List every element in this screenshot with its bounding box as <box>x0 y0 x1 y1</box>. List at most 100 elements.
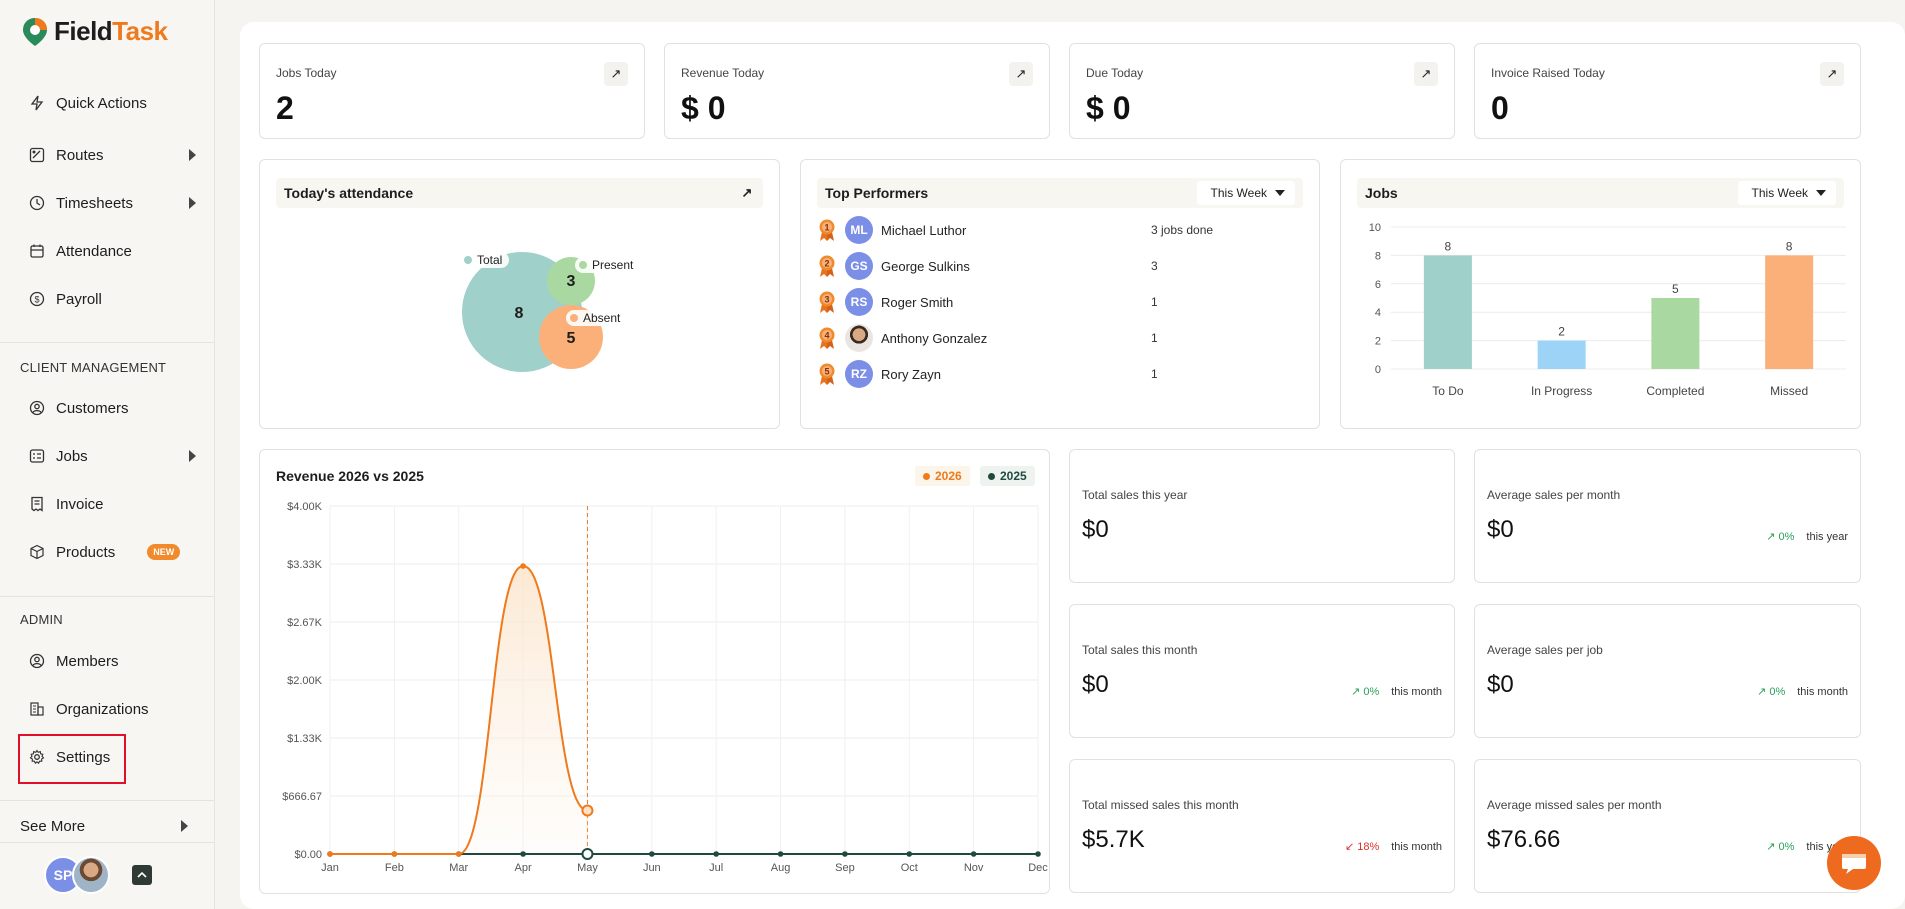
avatar: ML <box>845 216 873 244</box>
dropdown-value: This Week <box>1210 186 1267 200</box>
svg-text:5: 5 <box>824 366 829 376</box>
caret-right-icon <box>189 197 196 209</box>
sidebar-item-timesheets[interactable]: Timesheets <box>28 191 196 215</box>
sidebar-item-attendance[interactable]: Attendance <box>28 239 196 263</box>
y-tick-label: 6 <box>1375 279 1381 291</box>
stat-value: $0 <box>1487 516 1514 543</box>
point-2026 <box>391 851 398 857</box>
stat-value: $0 <box>1082 516 1109 543</box>
sidebar-item-label: Attendance <box>56 242 132 260</box>
range-dropdown[interactable]: This Week <box>1196 181 1295 205</box>
performer-jobs: 1 <box>1151 367 1158 381</box>
divider <box>0 800 214 801</box>
see-more-button[interactable]: See More <box>20 818 188 835</box>
logo[interactable]: FieldTask <box>22 16 168 47</box>
performer-row[interactable]: 3 RS Roger Smith 1 <box>817 288 1297 316</box>
sidebar-item-customers[interactable]: Customers <box>28 396 196 420</box>
trend-period: this month <box>1797 685 1848 698</box>
kpi-value: $ 0 <box>1086 90 1131 126</box>
sidebar-item-organizations[interactable]: Organizations <box>28 697 196 721</box>
sidebar-item-quick-actions[interactable]: Quick Actions <box>28 91 196 115</box>
legend-2025[interactable]: 2025 <box>980 466 1035 486</box>
legend-2026[interactable]: 2026 <box>915 466 970 486</box>
range-dropdown[interactable]: This Week <box>1737 181 1836 205</box>
absent-value: 5 <box>567 330 576 347</box>
expand-button[interactable] <box>132 865 152 885</box>
attendance-panel: Today's attendance ↗ 8 3 5 Total Present… <box>259 159 780 429</box>
y-tick-label: 8 <box>1375 250 1381 262</box>
arrow-up-right-icon: ↗ <box>741 185 753 200</box>
sidebar-item-payroll[interactable]: $ Payroll <box>28 287 196 311</box>
kpi-card-due-today[interactable]: Due Today $ 0 ↗ <box>1069 43 1455 139</box>
caret-right-icon <box>189 450 196 462</box>
stat-card-avg-sales-job: Average sales per job $0 ↗ 0% this month <box>1474 604 1861 738</box>
open-arrow-button[interactable]: ↗ <box>1820 62 1844 86</box>
user-circle-icon <box>28 652 46 670</box>
chevron-down-icon <box>1275 190 1285 196</box>
y-tick-label: $1.33K <box>287 733 323 745</box>
y-tick-label: $666.67 <box>282 791 322 803</box>
trend-up: ↗ 0% <box>1351 686 1380 698</box>
chat-button[interactable] <box>1827 836 1881 890</box>
x-tick-label: Feb <box>385 862 404 874</box>
stat-trend: ↗ 0% this year <box>1766 530 1848 544</box>
legend-dot <box>923 472 930 480</box>
medal-icon: 1 <box>817 218 837 242</box>
open-arrow-button[interactable]: ↗ <box>604 62 628 86</box>
x-tick-label: May <box>577 862 598 874</box>
sidebar-item-settings[interactable]: Settings <box>28 745 196 769</box>
sidebar-item-label: Timesheets <box>56 194 133 212</box>
panel-header: Top Performers This Week <box>817 178 1303 208</box>
sidebar-item-jobs[interactable]: Jobs <box>28 444 196 468</box>
open-arrow-button[interactable]: ↗ <box>735 181 759 205</box>
performer-name: Michael Luthor <box>881 222 967 238</box>
stat-title: Average sales per job <box>1487 643 1603 657</box>
performer-name: George Sulkins <box>881 258 970 274</box>
trend-down: ↙ 18% <box>1344 841 1380 853</box>
bar-value-label: 8 <box>1445 239 1452 253</box>
trend-up: ↗ 0% <box>1766 531 1795 543</box>
kpi-card-invoice-raised[interactable]: Invoice Raised Today 0 ↗ <box>1474 43 1861 139</box>
absent-label: Absent <box>583 311 621 325</box>
svg-text:1: 1 <box>824 222 829 232</box>
performer-row[interactable]: 1 ML Michael Luthor 3 jobs done <box>817 216 1297 244</box>
performer-jobs: 3 <box>1151 259 1158 273</box>
lightning-icon <box>28 94 46 112</box>
calendar-icon <box>28 242 46 260</box>
jobs-bar-chart: 0 2 4 6 8 10 8 To Do 2 In Progress 5 Completed 8 Miss… <box>1369 222 1846 398</box>
sidebar-item-invoice[interactable]: Invoice <box>28 492 196 516</box>
divider <box>0 596 214 597</box>
point-2025 <box>906 851 913 857</box>
stat-title: Average missed sales per month <box>1487 798 1662 812</box>
chevron-down-icon <box>1816 190 1826 196</box>
kpi-card-jobs-today[interactable]: Jobs Today 2 ↗ <box>259 43 645 139</box>
x-tick-label: Aug <box>771 862 791 874</box>
performer-jobs: 3 jobs done <box>1151 223 1214 237</box>
avatar: RS <box>845 288 873 316</box>
panel-title: Top Performers <box>825 185 929 201</box>
open-arrow-button[interactable]: ↗ <box>1414 62 1438 86</box>
sidebar-item-label: Payroll <box>56 290 102 308</box>
stat-value: $0 <box>1082 671 1109 698</box>
box-icon <box>28 543 46 561</box>
avatar-photo <box>845 324 873 352</box>
trend-up: ↗ 0% <box>1766 841 1795 853</box>
performer-row[interactable]: 4 Anthony Gonzalez 1 <box>817 324 1297 352</box>
kpi-card-revenue-today[interactable]: Revenue Today $ 0 ↗ <box>664 43 1050 139</box>
bar <box>1537 340 1586 369</box>
route-icon <box>28 146 46 164</box>
open-arrow-button[interactable]: ↗ <box>1009 62 1033 86</box>
x-tick-label: Dec <box>1028 862 1048 874</box>
avatar-photo[interactable] <box>72 856 110 894</box>
sidebar-item-products[interactable]: Products NEW <box>28 540 196 564</box>
x-tick-label: In Progress <box>1531 384 1592 398</box>
sidebar-item-routes[interactable]: Routes <box>28 143 196 167</box>
stat-trend: ↗ 0% this month <box>1351 685 1442 699</box>
sidebar-item-members[interactable]: Members <box>28 649 196 673</box>
performer-name: Rory Zayn <box>881 366 941 382</box>
y-tick-label: $2.67K <box>287 617 323 629</box>
dropdown-value: This Week <box>1751 186 1808 200</box>
section-label-client: CLIENT MANAGEMENT <box>20 360 167 375</box>
performer-row[interactable]: 5 RZ Rory Zayn 1 <box>817 360 1297 388</box>
performer-row[interactable]: 2 GS George Sulkins 3 <box>817 252 1297 280</box>
